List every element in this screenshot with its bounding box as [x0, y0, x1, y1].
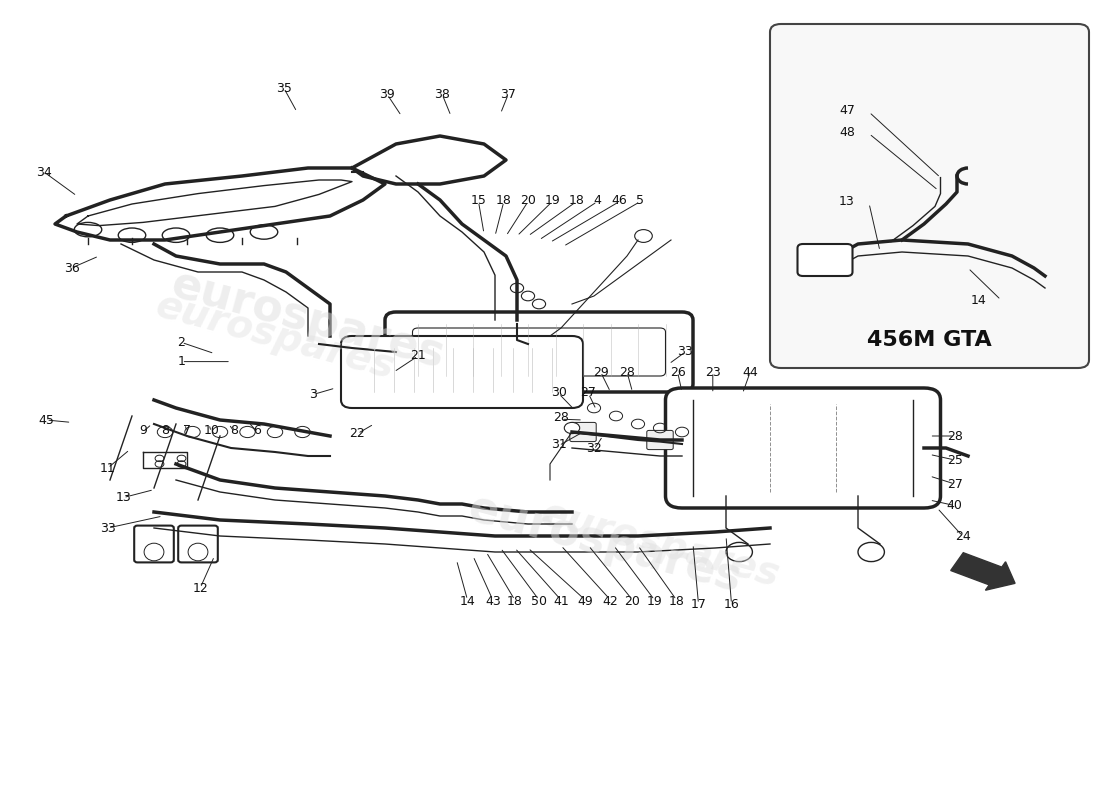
- Text: 39: 39: [379, 88, 395, 101]
- Text: 10: 10: [204, 424, 219, 437]
- Text: 37: 37: [500, 88, 516, 101]
- Text: 13: 13: [839, 195, 855, 208]
- Text: 20: 20: [625, 595, 640, 608]
- Text: 40: 40: [947, 499, 962, 512]
- FancyBboxPatch shape: [798, 244, 852, 276]
- Text: eurospares: eurospares: [166, 263, 450, 377]
- Text: 18: 18: [496, 194, 512, 206]
- Text: 14: 14: [460, 595, 475, 608]
- Text: 41: 41: [553, 595, 569, 608]
- Circle shape: [635, 230, 652, 242]
- Text: 45: 45: [39, 414, 54, 426]
- Text: 48: 48: [839, 126, 855, 138]
- Text: 15: 15: [471, 194, 486, 206]
- Text: 31: 31: [551, 438, 566, 450]
- FancyBboxPatch shape: [770, 24, 1089, 368]
- Text: 32: 32: [586, 442, 602, 454]
- Text: 5: 5: [636, 194, 645, 206]
- Text: 1: 1: [177, 355, 186, 368]
- Text: 2: 2: [177, 336, 186, 349]
- FancyBboxPatch shape: [385, 312, 693, 392]
- Text: 3: 3: [309, 388, 318, 401]
- Circle shape: [564, 422, 580, 434]
- Text: 29: 29: [593, 366, 608, 378]
- Text: 14: 14: [971, 294, 987, 306]
- FancyBboxPatch shape: [134, 526, 174, 562]
- Text: 12: 12: [192, 582, 208, 594]
- Text: 27: 27: [947, 478, 962, 490]
- Text: 21: 21: [410, 350, 426, 362]
- FancyBboxPatch shape: [341, 336, 583, 408]
- Text: 28: 28: [553, 411, 569, 424]
- FancyBboxPatch shape: [412, 328, 666, 376]
- Text: eurospares: eurospares: [537, 494, 783, 594]
- Text: 42: 42: [603, 595, 618, 608]
- Text: 36: 36: [64, 262, 79, 274]
- Text: 27: 27: [581, 386, 596, 398]
- Text: 456M GTA: 456M GTA: [867, 330, 992, 350]
- Text: 18: 18: [507, 595, 522, 608]
- FancyBboxPatch shape: [647, 430, 673, 450]
- Text: 38: 38: [434, 88, 450, 101]
- Text: 20: 20: [520, 194, 536, 206]
- Text: 49: 49: [578, 595, 593, 608]
- FancyBboxPatch shape: [178, 526, 218, 562]
- Text: 33: 33: [100, 522, 116, 534]
- Text: 4: 4: [593, 194, 602, 206]
- Text: 22: 22: [350, 427, 365, 440]
- Text: 33: 33: [678, 346, 693, 358]
- Text: 8: 8: [161, 424, 169, 437]
- Text: 25: 25: [947, 454, 962, 466]
- Text: 26: 26: [670, 366, 685, 378]
- Text: eurospares: eurospares: [152, 286, 398, 386]
- Text: 47: 47: [839, 104, 855, 117]
- Text: 9: 9: [139, 424, 147, 437]
- Text: 24: 24: [955, 530, 970, 542]
- FancyBboxPatch shape: [666, 388, 940, 508]
- Text: 23: 23: [705, 366, 720, 378]
- Text: 28: 28: [947, 430, 962, 442]
- Text: 43: 43: [485, 595, 501, 608]
- Text: 18: 18: [569, 194, 584, 206]
- Text: 13: 13: [116, 491, 131, 504]
- Text: 50: 50: [531, 595, 547, 608]
- Text: 19: 19: [647, 595, 662, 608]
- Text: 11: 11: [100, 462, 116, 474]
- Text: 17: 17: [691, 598, 706, 610]
- Text: 18: 18: [669, 595, 684, 608]
- Text: 19: 19: [544, 194, 560, 206]
- FancyArrow shape: [950, 553, 1015, 590]
- Text: 46: 46: [612, 194, 627, 206]
- Text: 6: 6: [253, 424, 262, 437]
- Text: 8: 8: [230, 424, 239, 437]
- Text: 35: 35: [276, 82, 292, 94]
- Text: 7: 7: [183, 424, 191, 437]
- Text: 34: 34: [36, 166, 52, 178]
- Text: eurospares: eurospares: [463, 487, 747, 601]
- FancyBboxPatch shape: [570, 422, 596, 442]
- Text: 16: 16: [724, 598, 739, 610]
- Text: 30: 30: [551, 386, 566, 398]
- Text: 28: 28: [619, 366, 635, 378]
- Text: 44: 44: [742, 366, 758, 378]
